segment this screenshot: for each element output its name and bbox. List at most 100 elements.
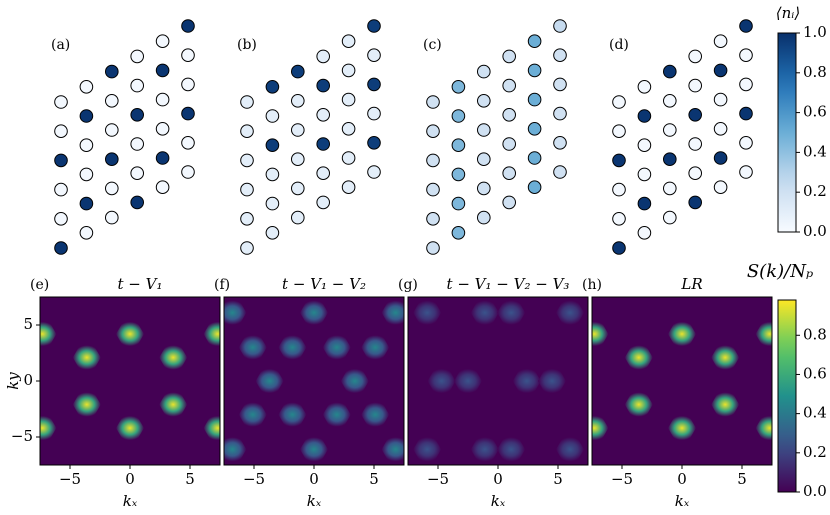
site — [79, 138, 94, 152]
site — [367, 106, 381, 121]
site — [553, 165, 567, 179]
site — [105, 152, 119, 166]
colorbar-tick-label: 0.8 — [803, 325, 827, 343]
x-axis-label: kₓ — [491, 492, 506, 510]
peak — [668, 321, 696, 347]
site — [341, 151, 356, 165]
peak — [278, 335, 307, 360]
site — [502, 49, 517, 64]
site — [291, 94, 305, 108]
site — [240, 124, 254, 138]
colorbar-tick-label: 0.0 — [803, 482, 827, 500]
site — [367, 77, 381, 92]
site — [426, 95, 440, 109]
peak — [300, 437, 328, 462]
peak — [592, 415, 609, 441]
site — [265, 196, 280, 211]
site — [181, 77, 195, 92]
site — [477, 210, 491, 225]
peak — [711, 392, 740, 417]
site — [367, 19, 381, 33]
site — [316, 78, 331, 93]
site — [739, 19, 753, 33]
peak — [361, 335, 390, 360]
site — [181, 19, 195, 33]
site — [663, 123, 677, 137]
site — [502, 78, 517, 93]
site — [181, 48, 195, 63]
site — [612, 95, 626, 109]
colorbar-tick-label: 0.2 — [803, 443, 827, 461]
x-tick-label: 0 — [125, 470, 135, 488]
site — [663, 181, 677, 196]
site — [637, 196, 652, 211]
site — [739, 165, 753, 179]
site — [739, 106, 753, 121]
peaks — [40, 321, 220, 441]
x-tick-label: −5 — [59, 470, 81, 488]
site — [527, 92, 542, 107]
site — [713, 34, 728, 49]
colorbar-tick-label: 0.4 — [803, 404, 827, 422]
site — [291, 123, 305, 137]
site — [341, 63, 356, 78]
panel-label: (a) — [51, 37, 70, 53]
site — [713, 63, 728, 78]
site — [713, 122, 728, 136]
x-tick-label: 0 — [493, 470, 503, 488]
site — [155, 34, 170, 49]
peak — [224, 300, 247, 325]
site — [688, 78, 703, 93]
site — [79, 109, 94, 123]
site — [367, 136, 381, 150]
panel-title: LR — [680, 275, 702, 293]
site — [367, 48, 381, 63]
peak — [512, 368, 541, 394]
site — [637, 226, 652, 240]
peak — [755, 321, 772, 347]
site — [426, 124, 440, 138]
peak — [711, 345, 740, 370]
peaks — [224, 300, 404, 462]
site — [451, 196, 466, 211]
peak — [340, 368, 369, 394]
site — [291, 152, 305, 166]
site — [130, 166, 144, 180]
site — [291, 210, 305, 225]
colorbar — [777, 299, 797, 493]
site — [155, 122, 170, 136]
site — [155, 63, 170, 78]
heatmap-background — [224, 297, 404, 465]
site — [130, 108, 144, 122]
peak — [470, 437, 499, 462]
site — [240, 95, 254, 109]
peak — [413, 437, 442, 462]
panel-title: t − V₁ — [118, 275, 163, 293]
site — [502, 108, 517, 122]
site — [477, 181, 491, 196]
peak — [624, 345, 653, 370]
site — [105, 123, 119, 137]
site — [341, 34, 356, 49]
peak — [203, 321, 220, 347]
site — [688, 195, 703, 210]
site — [739, 136, 753, 150]
x-axis-label: kₓ — [307, 492, 322, 510]
site — [155, 180, 170, 194]
site — [713, 180, 728, 194]
site — [553, 48, 567, 63]
site — [240, 241, 254, 255]
peak — [238, 402, 267, 427]
colorbar-tick-label: 0.2 — [803, 182, 827, 200]
site — [316, 49, 331, 64]
colorbar-tick-label: 0.4 — [803, 142, 827, 160]
site — [105, 64, 119, 79]
site — [502, 195, 517, 210]
site — [612, 212, 626, 226]
peak — [40, 415, 57, 441]
x-tick-label: 0 — [677, 470, 687, 488]
site — [265, 109, 280, 123]
site — [426, 182, 440, 197]
peak — [255, 368, 284, 394]
site — [527, 34, 542, 49]
